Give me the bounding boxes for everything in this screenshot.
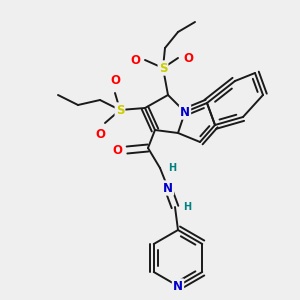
Text: O: O: [183, 52, 193, 64]
Text: S: S: [159, 61, 167, 74]
Text: O: O: [110, 74, 120, 88]
Text: N: N: [180, 106, 190, 118]
Text: H: H: [168, 163, 176, 173]
Text: N: N: [173, 280, 183, 292]
Text: O: O: [95, 128, 105, 142]
Text: H: H: [183, 202, 191, 212]
Text: O: O: [130, 53, 140, 67]
Text: S: S: [116, 103, 124, 116]
Text: N: N: [163, 182, 173, 194]
Text: O: O: [112, 143, 122, 157]
